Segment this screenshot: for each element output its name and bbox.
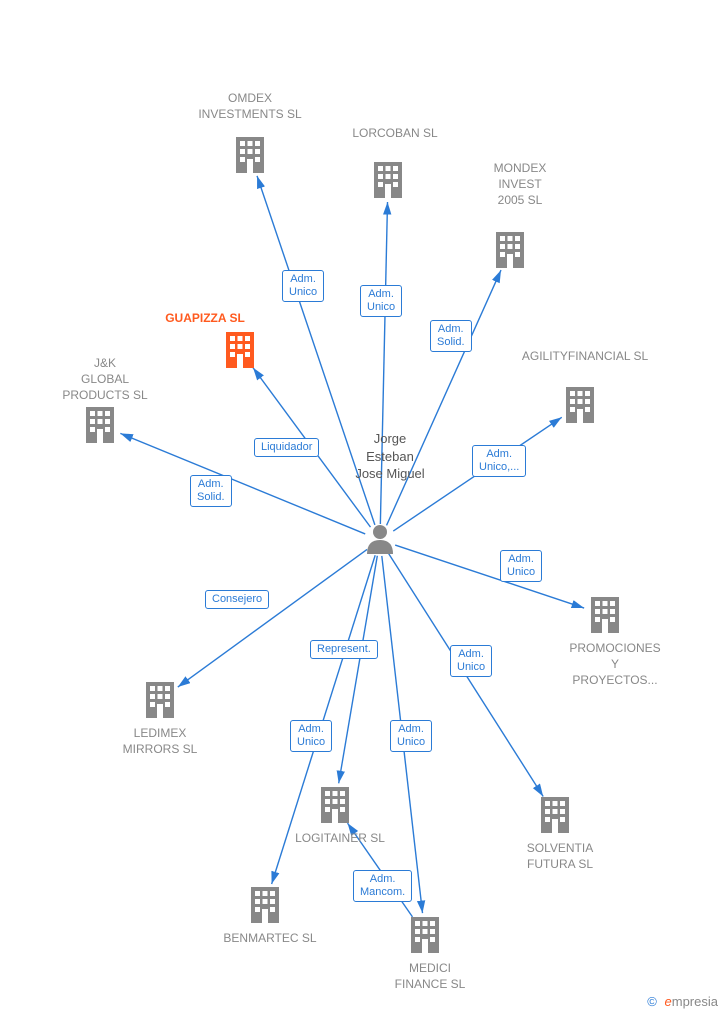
edge-label: Adm. Unico bbox=[360, 285, 402, 317]
edge-line bbox=[339, 556, 378, 784]
edge-label: Liquidador bbox=[254, 438, 319, 457]
edge-label: Consejero bbox=[205, 590, 269, 609]
network-canvas bbox=[0, 0, 728, 1015]
edge-label: Adm. Mancom. bbox=[353, 870, 412, 902]
company-label: SOLVENTIA FUTURA SL bbox=[510, 840, 610, 872]
building-icon[interactable] bbox=[411, 917, 439, 953]
brand-e: e bbox=[665, 994, 672, 1009]
edge-label: Adm. Unico bbox=[450, 645, 492, 677]
company-label: MEDICI FINANCE SL bbox=[380, 960, 480, 992]
edge-line bbox=[387, 270, 501, 525]
edge-line bbox=[178, 549, 367, 687]
edge-label: Adm. Unico bbox=[282, 270, 324, 302]
building-icon[interactable] bbox=[374, 162, 402, 198]
edge-label: Adm. Solid. bbox=[190, 475, 232, 507]
edge-label: Adm. Solid. bbox=[430, 320, 472, 352]
company-label: LEDIMEX MIRRORS SL bbox=[110, 725, 210, 757]
edge-label: Adm. Unico bbox=[500, 550, 542, 582]
company-label: AGILITYFINANCIAL SL bbox=[510, 348, 660, 364]
edge-label: Adm. Unico bbox=[390, 720, 432, 752]
building-icon[interactable] bbox=[236, 137, 264, 173]
edge-line bbox=[395, 545, 584, 608]
company-label: GUAPIZZA SL bbox=[155, 310, 255, 326]
brand-rest: mpresia bbox=[672, 994, 718, 1009]
building-icon[interactable] bbox=[541, 797, 569, 833]
building-icon[interactable] bbox=[591, 597, 619, 633]
person-icon[interactable] bbox=[367, 525, 393, 554]
company-label: MONDEX INVEST 2005 SL bbox=[480, 160, 560, 209]
company-label: OMDEX INVESTMENTS SL bbox=[180, 90, 320, 122]
edge-line bbox=[120, 433, 365, 534]
company-label: PROMOCIONES Y PROYECTOS... bbox=[555, 640, 675, 689]
building-icon[interactable] bbox=[251, 887, 279, 923]
copyright-symbol: © bbox=[647, 994, 657, 1009]
footer-attribution: © empresia bbox=[647, 994, 718, 1009]
company-label: BENMARTEC SL bbox=[215, 930, 325, 946]
edge-label: Represent. bbox=[310, 640, 378, 659]
building-icon[interactable] bbox=[86, 407, 114, 443]
building-icon[interactable] bbox=[226, 332, 254, 368]
building-icon[interactable] bbox=[496, 232, 524, 268]
company-label: LORCOBAN SL bbox=[345, 125, 445, 141]
company-label: J&K GLOBAL PRODUCTS SL bbox=[55, 355, 155, 404]
building-icon[interactable] bbox=[321, 787, 349, 823]
center-person-label: Jorge Esteban Jose Miguel bbox=[350, 430, 430, 483]
building-icon[interactable] bbox=[146, 682, 174, 718]
edge-label: Adm. Unico,... bbox=[472, 445, 526, 477]
company-label: LOGITAINER SL bbox=[285, 830, 395, 846]
building-icon[interactable] bbox=[566, 387, 594, 423]
edge-label: Adm. Unico bbox=[290, 720, 332, 752]
